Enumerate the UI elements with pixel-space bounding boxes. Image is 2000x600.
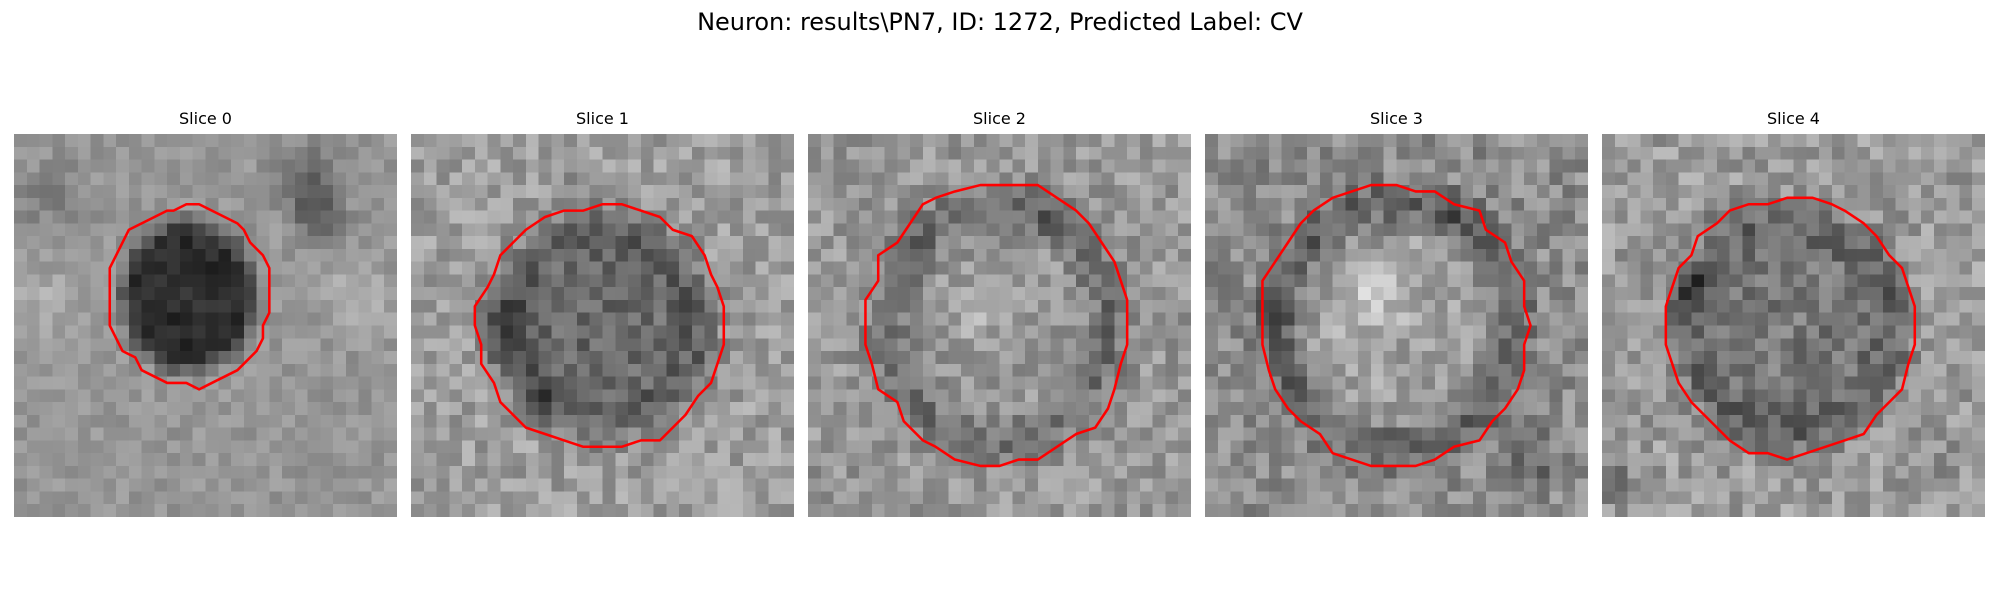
slice-title-1: Slice 1: [576, 109, 629, 128]
slice-panel-0: Slice 0: [14, 108, 397, 517]
slice-panel-4: Slice 4: [1602, 108, 1985, 517]
slice-title-0: Slice 0: [179, 109, 232, 128]
slice-image-0: [14, 134, 397, 517]
neuron-contour-2: [864, 183, 1129, 468]
neuron-contour-0: [108, 202, 271, 391]
slice-image-3: [1205, 134, 1588, 517]
slice-image-2: [808, 134, 1191, 517]
slice-title-3: Slice 3: [1370, 109, 1423, 128]
slice-panel-1: Slice 1: [411, 108, 794, 517]
slice-panel-2: Slice 2: [808, 108, 1191, 517]
slice-panel-3: Slice 3: [1205, 108, 1588, 517]
neuron-contour-1: [473, 202, 726, 449]
figure-title: Neuron: results\PN7, ID: 1272, Predicted…: [697, 8, 1303, 36]
neuron-contour-4: [1664, 196, 1917, 461]
neuron-contour-3: [1261, 183, 1532, 468]
slice-title-4: Slice 4: [1767, 109, 1820, 128]
slice-image-1: [411, 134, 794, 517]
slice-title-2: Slice 2: [973, 109, 1026, 128]
slice-image-4: [1602, 134, 1985, 517]
